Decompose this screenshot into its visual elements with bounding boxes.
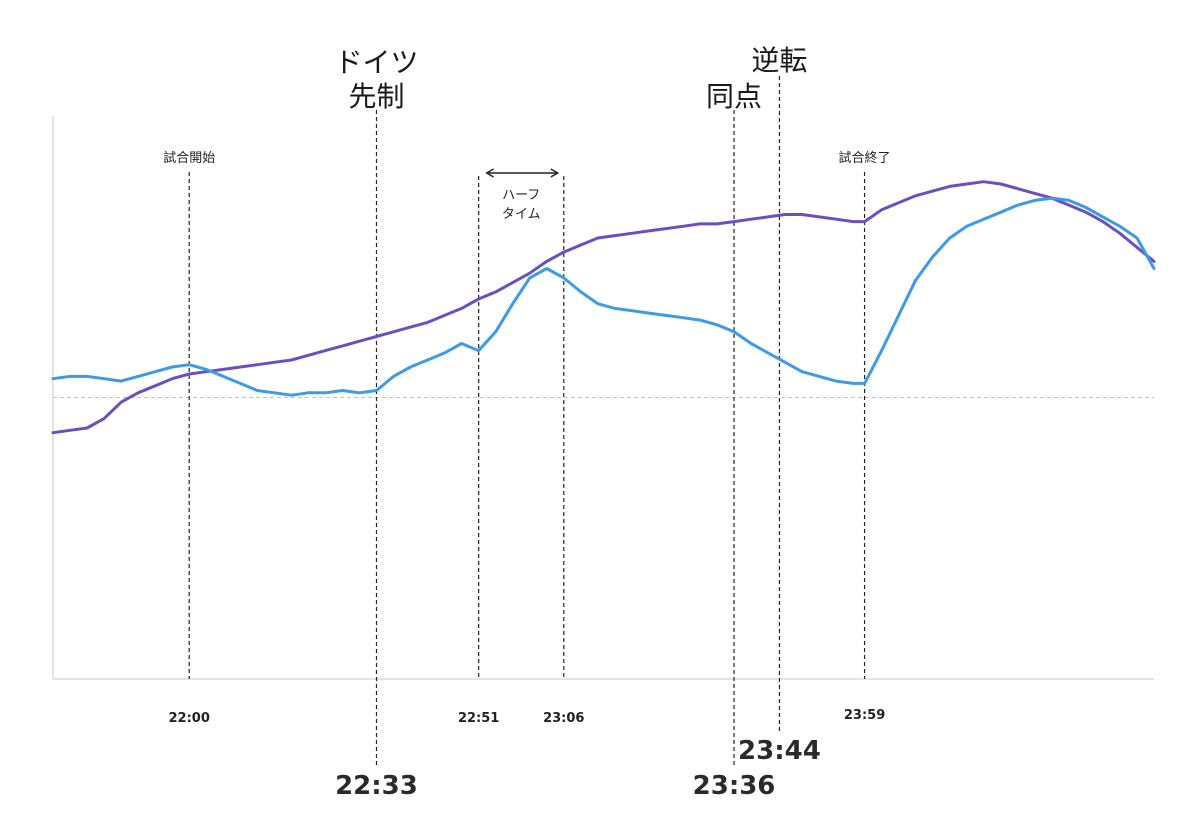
event-time-label: 22:00 [169, 711, 210, 726]
event-label: 試合開始 [163, 150, 215, 166]
event-time-label: 23:06 [543, 711, 584, 726]
event-label: 逆転 [751, 44, 807, 77]
halftime-label-line2: タイム [502, 207, 541, 222]
halftime-arrow-right-head [550, 168, 560, 178]
series-line-1 [51, 180, 1156, 435]
halftime-arrow-left-head [485, 168, 494, 178]
event-time-label: 22:33 [335, 771, 418, 801]
event-label: 同点 [706, 80, 762, 113]
series-line-2 [51, 196, 1156, 397]
halftime-label-line1: ハーフ [502, 188, 540, 203]
event-time-label: 23:36 [693, 771, 776, 801]
event-time-label: 23:44 [738, 736, 821, 766]
event-time-label: 23:59 [844, 708, 885, 723]
event-label: 試合終了 [839, 150, 891, 166]
event-time-label: 22:51 [458, 711, 499, 726]
event-label-line1: ドイツ [334, 46, 418, 79]
event-label-line2: 先制 [348, 80, 404, 113]
